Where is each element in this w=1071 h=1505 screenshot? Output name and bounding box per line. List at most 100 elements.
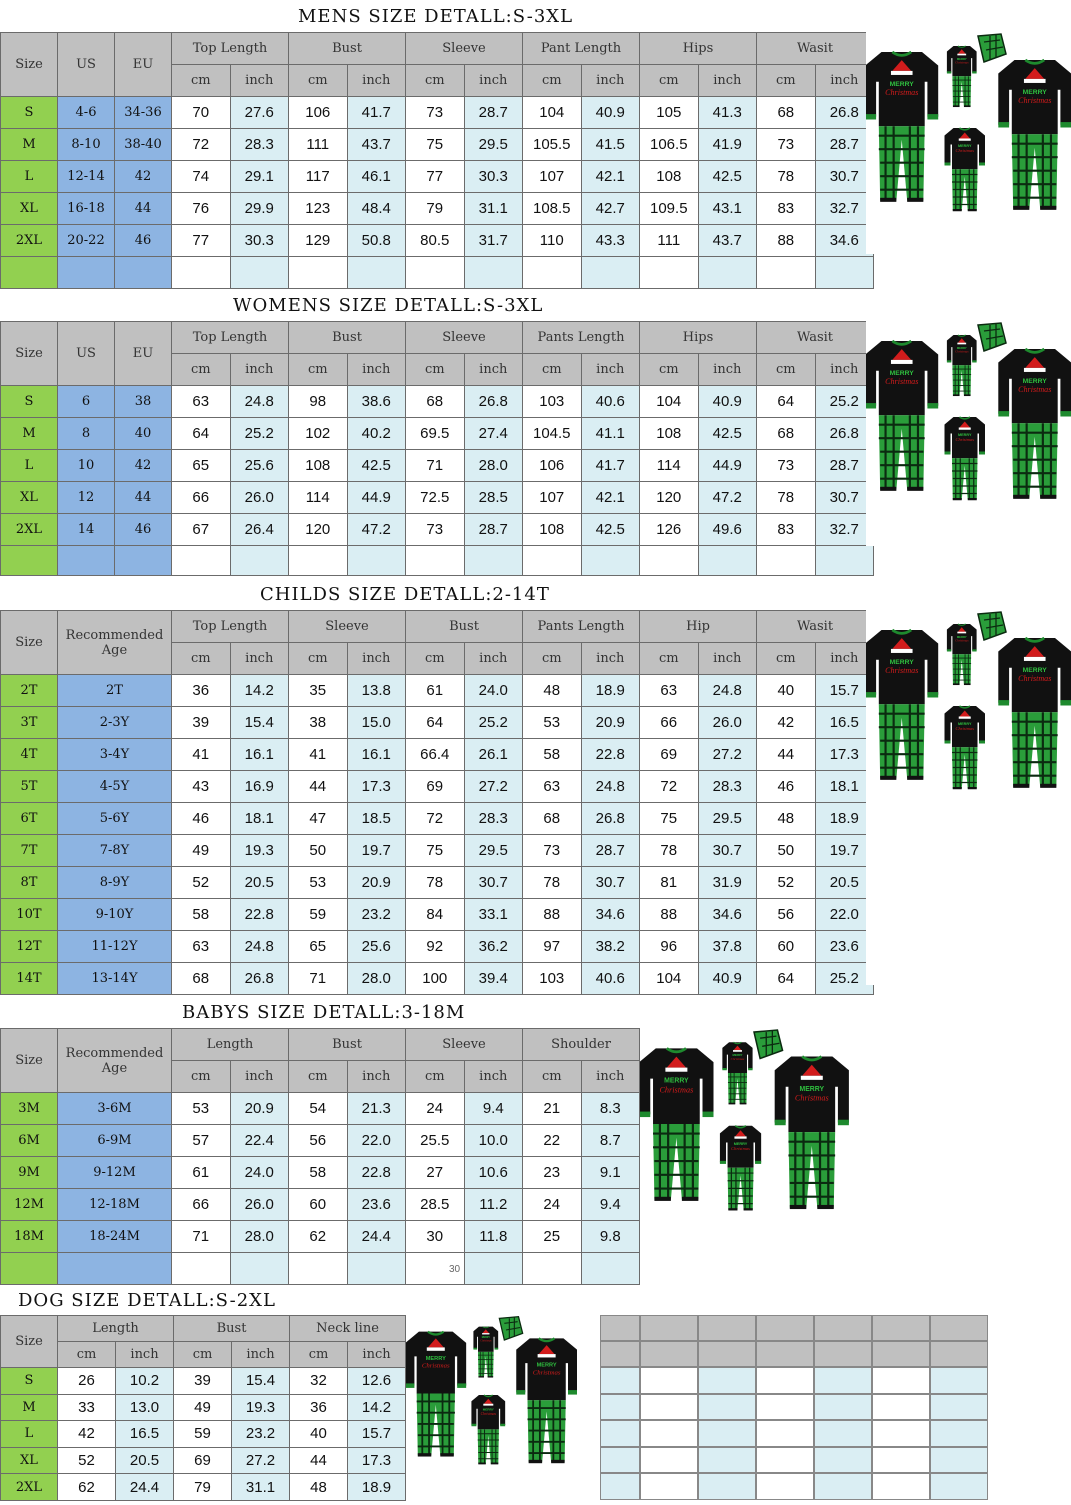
inch-value: 34.6 xyxy=(580,898,641,931)
inch-value: 28.0 xyxy=(463,449,524,482)
measure-group-header: Pants Length xyxy=(522,610,641,643)
cm-value: 42 xyxy=(756,706,816,739)
inch-value: 21.3 xyxy=(346,1092,407,1125)
cm-value: 47 xyxy=(288,802,348,835)
grid-cell xyxy=(756,1341,814,1367)
cm-value: 61 xyxy=(405,674,465,707)
inch-value: 22.4 xyxy=(229,1124,289,1157)
cm-value: 84 xyxy=(405,898,465,931)
region-size-cell: 44 xyxy=(114,192,172,225)
cm-value: 78 xyxy=(522,866,582,899)
column-header: Size xyxy=(0,1028,58,1093)
inch-value: 14.2 xyxy=(347,1393,407,1422)
cm-value: 79 xyxy=(405,192,465,225)
cm-value: 68 xyxy=(171,962,231,995)
grid-cell xyxy=(756,1446,814,1474)
inch-value: 33.1 xyxy=(463,898,524,931)
cm-value: 75 xyxy=(405,128,465,161)
cm-value: 48 xyxy=(522,674,582,707)
unit-cm-header: cm xyxy=(522,353,582,386)
measure-group-header: Sleeve xyxy=(405,1028,524,1061)
inch-value: 44.9 xyxy=(697,449,758,482)
grid-cell xyxy=(698,1420,756,1447)
cm-value: 33 xyxy=(57,1393,116,1422)
cm-value: 32 xyxy=(289,1367,349,1395)
inch-value: 9.1 xyxy=(580,1156,641,1189)
inch-value: 42.1 xyxy=(580,481,641,514)
blank-cell xyxy=(57,1252,172,1285)
grid-cell xyxy=(872,1341,930,1367)
inch-value: 24.0 xyxy=(229,1156,289,1189)
svg-text:MERRY: MERRY xyxy=(800,1086,825,1093)
inch-value: 28.7 xyxy=(463,96,524,129)
inch-value: 19.3 xyxy=(229,834,289,867)
size-cell: XL xyxy=(0,192,58,225)
region-size-cell: 12-18M xyxy=(57,1188,172,1221)
cm-value: 74 xyxy=(171,160,231,193)
inch-value: 29.1 xyxy=(229,160,289,193)
unit-inch-header: inch xyxy=(230,1341,291,1368)
inch-value: 15.7 xyxy=(347,1420,407,1448)
grid-cell xyxy=(930,1315,988,1341)
region-size-cell: 42 xyxy=(114,449,172,482)
unit-row: cm inch cm inch cm inch cm inch xyxy=(1,1060,641,1093)
inch-value: 36.2 xyxy=(463,930,524,963)
region-size-cell: 9-12M xyxy=(57,1156,172,1189)
table-row: 6T 5-6Y 46 18.1 47 18.5 72 28.3 68 26.8 75 29.5 48 18… xyxy=(0,802,875,835)
inch-value: 28.7 xyxy=(814,449,875,482)
inch-value: 19.7 xyxy=(346,834,406,867)
inch-value: 20.9 xyxy=(346,866,406,899)
svg-text:Christmas: Christmas xyxy=(533,1369,561,1376)
inch-value: 42.5 xyxy=(580,513,641,546)
table-row: 9M 9-12M 61 24.0 58 22.8 27 10.6 23 9.1 xyxy=(0,1156,641,1189)
cm-value: 108.5 xyxy=(522,192,582,225)
table-row: 14T 13-14Y 68 26.8 71 28.0 100 39.4 103 40.6 104 40… xyxy=(0,962,875,995)
inch-value: 26.8 xyxy=(814,417,875,450)
grid-cell xyxy=(698,1367,756,1394)
size-cell: S xyxy=(0,385,58,418)
size-cell: 4T xyxy=(0,738,58,771)
cm-value: 72.5 xyxy=(405,481,465,514)
cm-value: 23 xyxy=(522,1156,582,1189)
size-cell: L xyxy=(0,1420,58,1448)
adult-pajama-icon: MERRY Christmas xyxy=(998,347,1071,499)
cm-value: 108 xyxy=(639,160,699,193)
cm-value: 30 xyxy=(405,1220,465,1253)
inch-value: 25.2 xyxy=(814,385,875,418)
cm-value: 56 xyxy=(288,1124,348,1157)
cm-value: 70 xyxy=(171,96,231,129)
region-size-cell: 2T xyxy=(57,674,172,707)
grid-cell xyxy=(756,1420,814,1447)
inch-value: 32.7 xyxy=(814,192,875,225)
cm-value: 109.5 xyxy=(639,192,699,225)
table-row: XL 16-18 44 76 29.9 123 48.4 79 31.1 108.5 42.7 109… xyxy=(0,192,875,225)
inch-value: 23.2 xyxy=(230,1420,291,1448)
cm-value: 61 xyxy=(171,1156,231,1189)
size-cell: L xyxy=(0,449,58,482)
blank-cell xyxy=(114,545,172,576)
cm-value: 78 xyxy=(405,866,465,899)
grid-cell xyxy=(600,1473,640,1500)
cm-value: 28.5 xyxy=(405,1188,465,1221)
svg-text:Christmas: Christmas xyxy=(1018,674,1051,683)
svg-text:MERRY: MERRY xyxy=(958,144,972,148)
cm-value: 66 xyxy=(171,1188,231,1221)
blank-cell xyxy=(0,1252,58,1285)
inch-value: 41.7 xyxy=(580,449,641,482)
inch-value: 41.5 xyxy=(580,128,641,161)
inch-value: 42.5 xyxy=(346,449,407,482)
cm-value: 78 xyxy=(756,160,816,193)
mens-size-table: Size US EU Top Length Bust Sleeve Pant Length H… xyxy=(0,32,875,289)
inch-value: 44.9 xyxy=(346,481,407,514)
page-number: 30 xyxy=(449,1264,461,1275)
size-cell: 8T xyxy=(0,866,58,899)
blank-cell xyxy=(697,545,758,576)
inch-value: 19.3 xyxy=(230,1393,291,1422)
grid-cell xyxy=(930,1473,988,1500)
cm-value: 41 xyxy=(288,738,348,771)
inch-value: 8.3 xyxy=(580,1092,641,1125)
inch-value: 11.2 xyxy=(463,1188,524,1221)
inch-value: 26.8 xyxy=(580,802,641,835)
size-cell: 10T xyxy=(0,898,58,931)
inch-value: 20.5 xyxy=(814,866,875,899)
